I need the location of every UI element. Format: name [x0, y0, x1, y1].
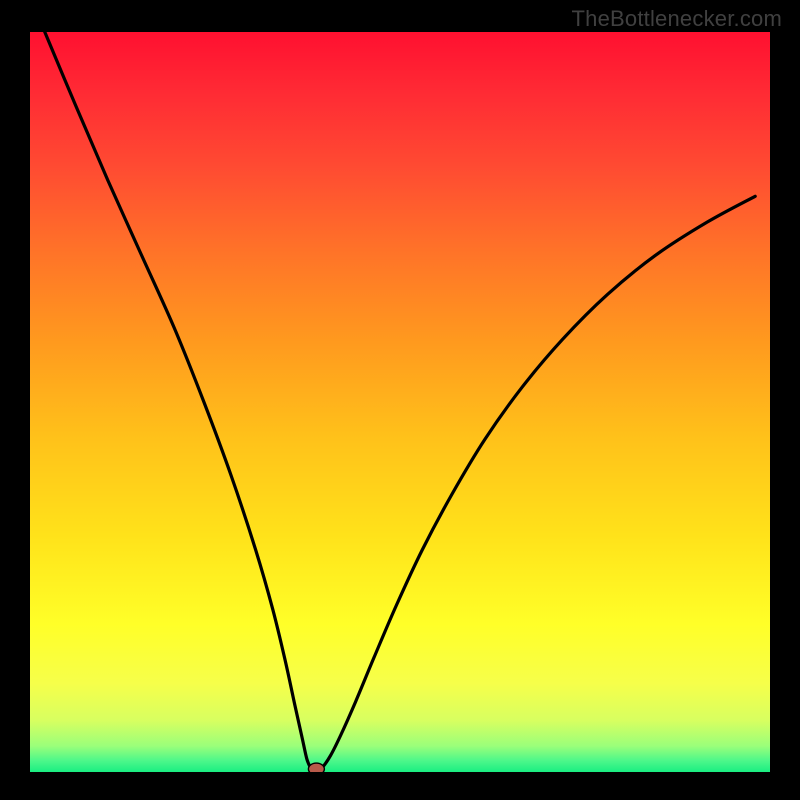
gradient-background — [30, 32, 770, 772]
watermark-text: TheBottlenecker.com — [572, 6, 782, 32]
chart-frame: TheBottlenecker.com — [0, 0, 800, 800]
plot-area — [30, 32, 770, 772]
